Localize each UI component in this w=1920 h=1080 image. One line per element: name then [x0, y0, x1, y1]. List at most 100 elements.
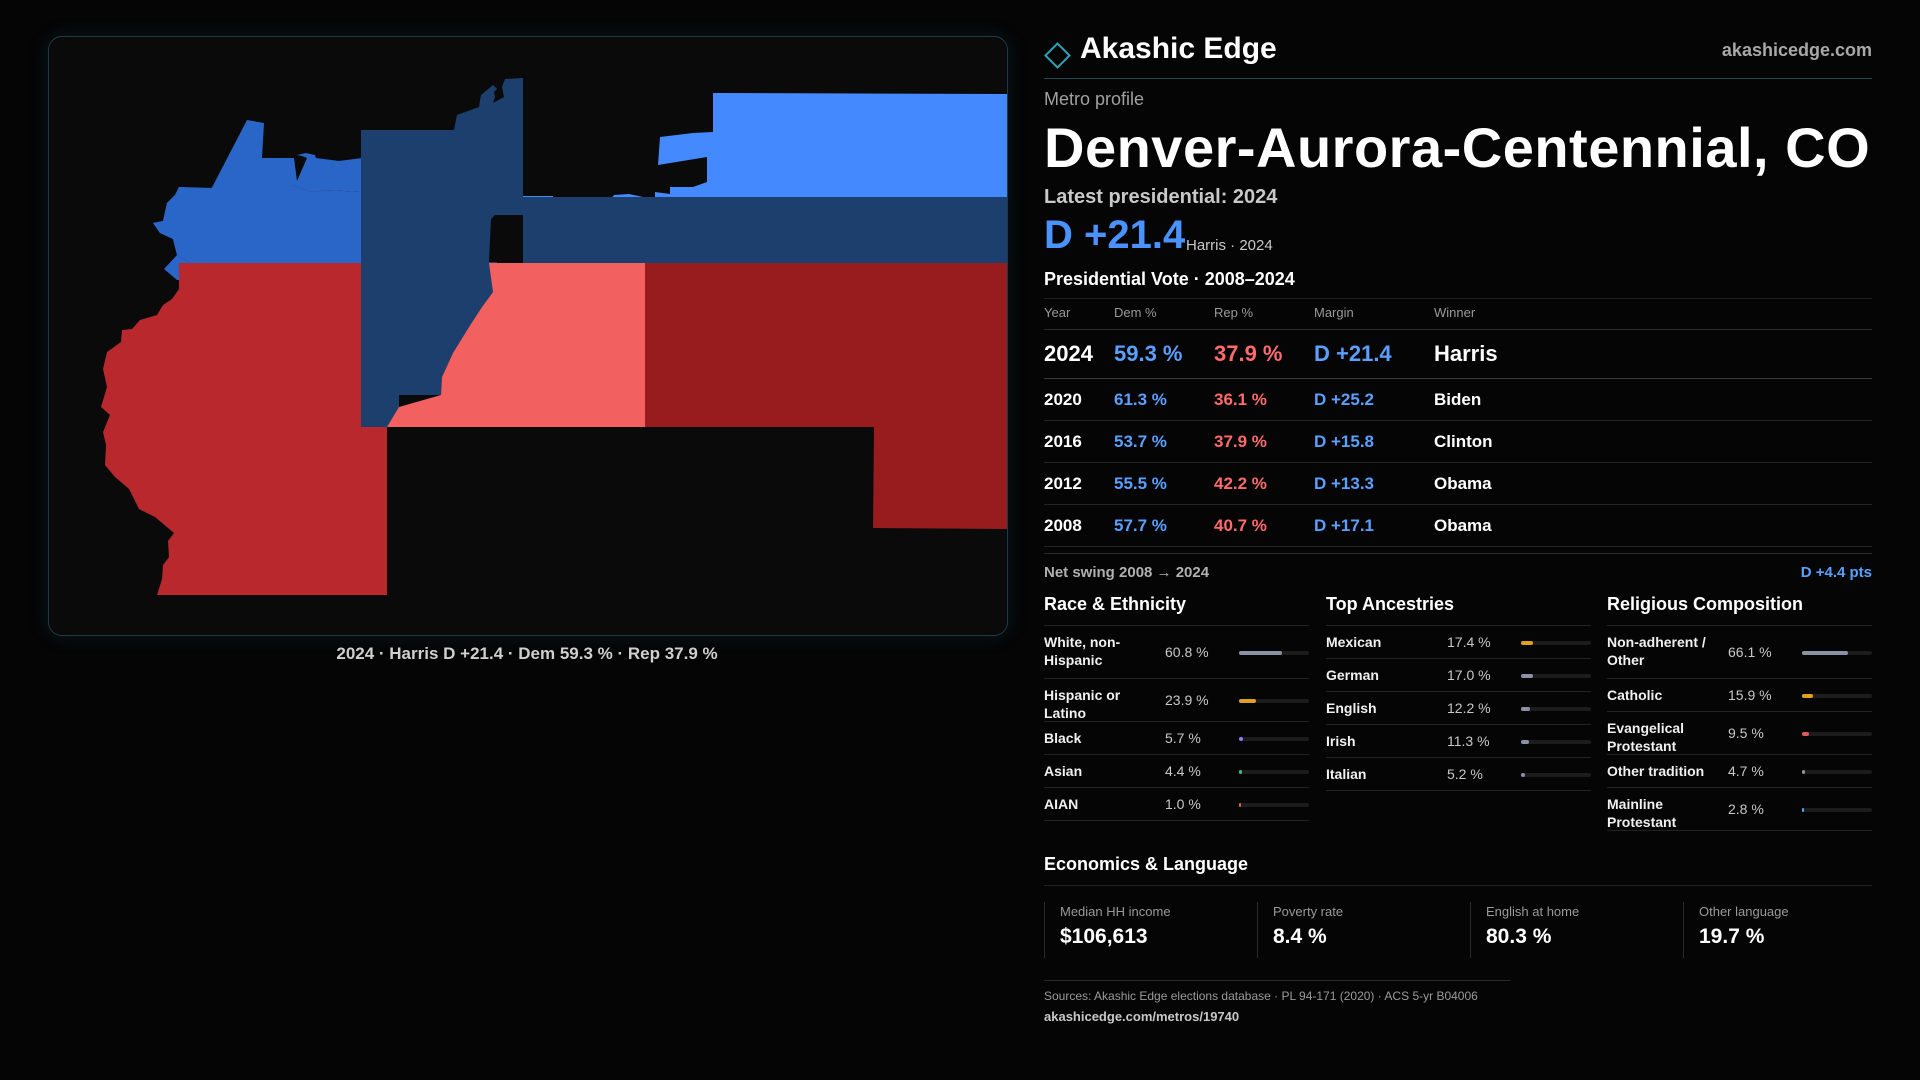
row-percent: 5.7 % [1165, 730, 1201, 746]
row-bar-fill [1802, 694, 1814, 698]
row-percent: 2.8 % [1728, 801, 1764, 817]
presidential-vote-title: Presidential Vote · 2008–2024 [1044, 269, 1872, 299]
headline-margin-sub: Harris · 2024 [1186, 237, 1273, 254]
county-elbert[interactable] [645, 263, 1007, 529]
cell-dem: 55.5 % [1114, 462, 1214, 505]
row-label: Other tradition [1607, 763, 1705, 779]
row-percent: 4.7 % [1728, 763, 1764, 779]
demographic-row: Irish 11.3 % [1326, 725, 1591, 758]
row-bar-track [1521, 674, 1591, 678]
row-bar-track [1802, 694, 1872, 698]
row-bar-fill [1239, 770, 1243, 774]
row-label: Asian [1044, 763, 1083, 779]
site-link[interactable]: akashicedge.com [1721, 40, 1872, 60]
cell-winner: Harris [1434, 329, 1872, 379]
stat-median-income: Median HH income $106,613 [1044, 902, 1250, 958]
brand-name[interactable]: Akashic Edge [1080, 32, 1277, 65]
table-row[interactable]: 2024 59.3 % 37.9 % D +21.4 Harris [1044, 329, 1872, 379]
religion-title: Religious Composition [1607, 594, 1872, 626]
cell-dem: 61.3 % [1114, 378, 1214, 421]
row-percent: 23.9 % [1165, 692, 1209, 708]
metro-profile-panel: Akashic Edge akashicedge.com Metro profi… [1044, 28, 1872, 1024]
row-percent: 4.4 % [1165, 763, 1201, 779]
row-bar-track [1239, 770, 1309, 774]
row-bar-fill [1802, 732, 1809, 736]
cell-dem: 53.7 % [1114, 420, 1214, 463]
cell-winner: Obama [1434, 504, 1872, 547]
row-percent: 17.4 % [1447, 634, 1491, 650]
ancestries-title: Top Ancestries [1326, 594, 1591, 626]
row-label: Irish [1326, 733, 1356, 749]
stat-label: Median HH income [1060, 904, 1171, 919]
header-dem: Dem % [1114, 299, 1214, 330]
row-label: Evangelical Protestant [1607, 720, 1685, 754]
table-row[interactable]: 2012 55.5 % 42.2 % D +13.3 Obama [1044, 462, 1872, 505]
row-bar-fill [1802, 651, 1849, 655]
county-denver[interactable] [523, 205, 641, 239]
row-bar-fill [1239, 737, 1243, 741]
row-bar-track [1521, 641, 1591, 645]
demographic-row: Italian 5.2 % [1326, 758, 1591, 791]
table-row[interactable]: 2016 53.7 % 37.9 % D +15.8 Clinton [1044, 420, 1872, 463]
county-gilpin[interactable] [153, 185, 361, 266]
religion-rows: Non-adherent / Other 66.1 % Catholic 15.9 %… [1607, 626, 1872, 831]
cell-year: 2008 [1044, 504, 1114, 547]
county-jefferson[interactable] [361, 78, 523, 427]
row-percent: 1.0 % [1165, 796, 1201, 812]
row-percent: 5.2 % [1447, 766, 1483, 782]
metro-map[interactable] [48, 36, 1008, 636]
row-bar-track [1521, 773, 1591, 777]
county-adams-south[interactable] [523, 197, 1007, 263]
row-bar-fill [1239, 699, 1256, 703]
demographics: Race & Ethnicity White, non-Hispanic 60.8… [1044, 594, 1872, 854]
cell-dem: 59.3 % [1114, 329, 1214, 379]
cell-rep: 37.9 % [1214, 329, 1314, 379]
row-label: Mexican [1326, 634, 1382, 650]
row-percent: 17.0 % [1447, 667, 1491, 683]
row-bar-track [1521, 740, 1591, 744]
latest-presidential: Latest presidential: 2024 [1044, 186, 1278, 208]
header-winner: Winner [1434, 299, 1872, 330]
row-percent: 11.3 % [1447, 733, 1490, 749]
row-bar-track [1239, 737, 1309, 741]
header-rep: Rep % [1214, 299, 1314, 330]
table-row[interactable]: 2020 61.3 % 36.1 % D +25.2 Biden [1044, 378, 1872, 421]
cell-margin: D +13.3 [1314, 462, 1434, 505]
cell-winner: Biden [1434, 378, 1872, 421]
ancestry-rows: Mexican 17.4 % German 17.0 % English 12.2 % Ir… [1326, 626, 1591, 791]
stat-label: Poverty rate [1273, 904, 1344, 919]
cell-rep: 40.7 % [1214, 504, 1314, 547]
row-bar-track [1239, 803, 1309, 807]
headline-margin-value: D +21.4 [1044, 213, 1186, 257]
cell-rep: 37.9 % [1214, 420, 1314, 463]
sources-url[interactable]: akashicedge.com/metros/19740 [1044, 1009, 1240, 1024]
table-header-row: Year Dem % Rep % Margin Winner [1044, 299, 1872, 330]
presidential-vote-table: Year Dem % Rep % Margin Winner 2024 59.3… [1044, 299, 1872, 547]
stat-value: $106,613 [1060, 925, 1148, 948]
cell-margin: D +17.1 [1314, 504, 1434, 547]
stat-value: 80.3 % [1486, 925, 1552, 948]
cell-margin: D +25.2 [1314, 378, 1434, 421]
demographic-row: Black 5.7 % [1044, 722, 1309, 755]
religion-section: Religious Composition Non-adherent / Oth… [1607, 594, 1872, 831]
table-row[interactable]: 2008 57.7 % 40.7 % D +17.1 Obama [1044, 504, 1872, 547]
cell-year: 2012 [1044, 462, 1114, 505]
cell-margin: D +21.4 [1314, 329, 1434, 379]
header: Akashic Edge akashicedge.com [1044, 28, 1872, 79]
demographic-row: Evangelical Protestant 9.5 % [1607, 712, 1872, 755]
stat-poverty-rate: Poverty rate 8.4 % [1257, 902, 1463, 958]
cell-margin: D +15.8 [1314, 420, 1434, 463]
county-douglas[interactable] [387, 263, 645, 427]
county-park[interactable] [101, 263, 387, 595]
demographic-row: AIAN 1.0 % [1044, 788, 1309, 821]
ancestries-section: Top Ancestries Mexican 17.4 % German 17.0 %… [1326, 594, 1591, 791]
economics-stats: Median HH income $106,613 Poverty rate 8… [1044, 902, 1872, 972]
cell-rep: 42.2 % [1214, 462, 1314, 505]
row-bar-fill [1521, 773, 1525, 777]
row-label: Mainline Protestant [1607, 796, 1677, 830]
diamond-logo-icon [1044, 42, 1071, 69]
demographic-row: Catholic 15.9 % [1607, 679, 1872, 712]
county-clear-creek[interactable] [153, 120, 362, 280]
net-swing-value: D +4.4 pts [1800, 564, 1872, 581]
row-label: English [1326, 700, 1377, 716]
